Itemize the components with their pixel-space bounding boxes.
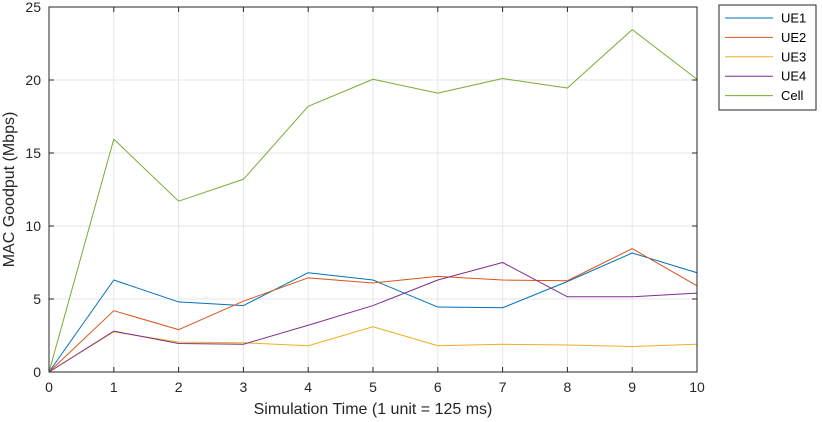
series-line-ue4 — [48, 262, 698, 373]
y-tick-label: 0 — [33, 364, 41, 380]
legend-box — [718, 4, 817, 111]
x-tick-label: 2 — [175, 379, 183, 395]
x-tick-label: 6 — [434, 379, 442, 395]
legend-label-ue3: UE3 — [781, 49, 806, 64]
series-line-cell — [48, 29, 698, 373]
x-tick-label: 5 — [369, 379, 377, 395]
series-line-ue1 — [48, 252, 698, 373]
series-line-ue3 — [48, 326, 698, 373]
y-tick-label: 20 — [25, 72, 41, 88]
x-tick-label: 7 — [499, 379, 507, 395]
x-tick-label: 3 — [240, 379, 248, 395]
x-tick-label: 4 — [304, 379, 312, 395]
y-tick-label: 5 — [33, 291, 41, 307]
legend-label-ue4: UE4 — [781, 69, 806, 84]
x-tick-label: 0 — [45, 379, 53, 395]
x-tick-label: 9 — [628, 379, 636, 395]
legend-label-cell: Cell — [781, 88, 804, 103]
x-tick-label: 8 — [564, 379, 572, 395]
y-axis-label: MAC Goodput (Mbps) — [1, 112, 18, 268]
y-tick-label: 10 — [25, 218, 41, 234]
y-tick-label: 15 — [25, 145, 41, 161]
grid — [48, 6, 698, 373]
legend-label-ue2: UE2 — [781, 30, 806, 45]
y-tick-label: 25 — [25, 0, 41, 15]
series-lines — [48, 29, 698, 373]
x-tick-label: 10 — [689, 379, 705, 395]
series-line-ue2 — [48, 248, 698, 373]
x-tick-label: 1 — [110, 379, 118, 395]
legend-label-ue1: UE1 — [781, 11, 806, 26]
legend: UE1 UE2 UE3 UE4 Cell — [718, 4, 817, 111]
x-axis-label: Simulation Time (1 unit = 125 ms) — [254, 401, 493, 418]
axis-ticks: 0 1 2 3 4 5 6 7 8 9 10 0 5 10 15 20 25 — [25, 0, 705, 395]
